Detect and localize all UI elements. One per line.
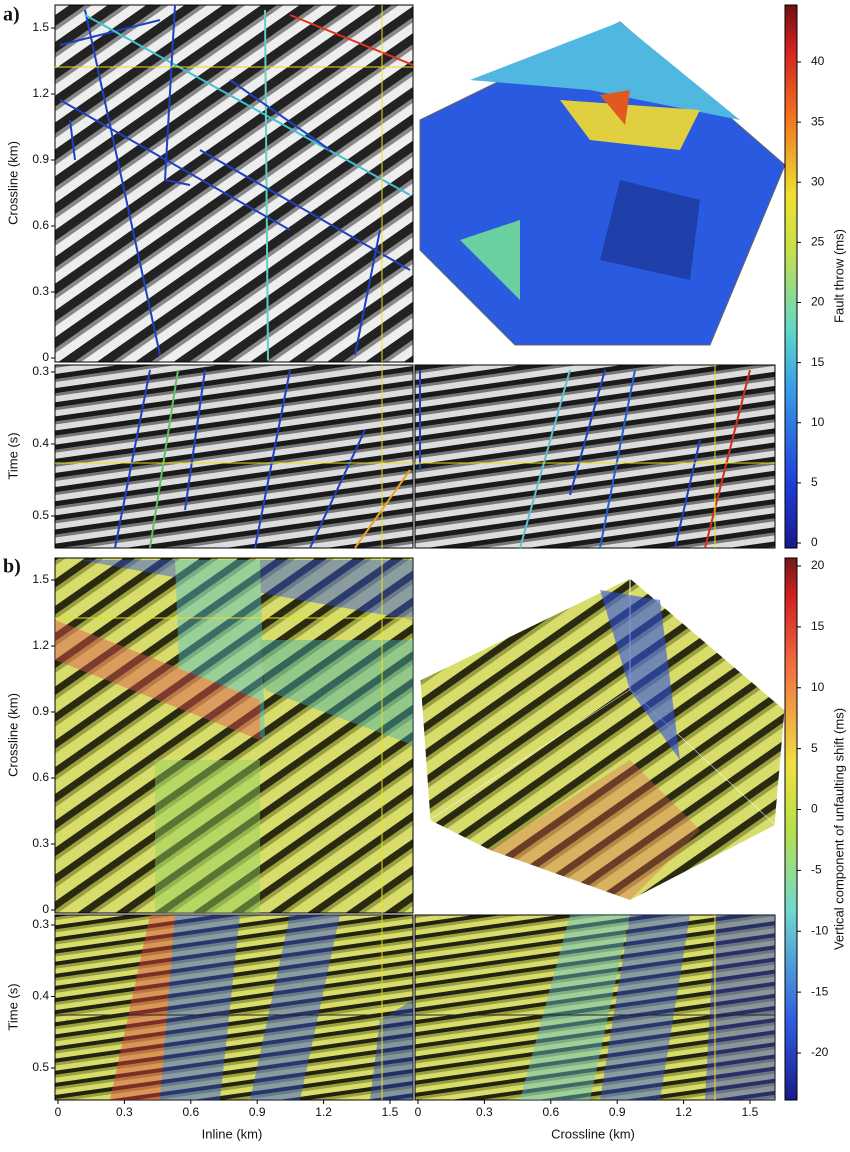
colorbar-tick-label: 30 [811, 174, 825, 188]
colorbar-tick-label: 20 [811, 558, 825, 572]
x-tick-label: 0.3 [116, 1105, 133, 1119]
slice-lines [55, 558, 775, 1100]
x-tick-label: 0.9 [609, 1105, 626, 1119]
y-tick-label: 0.3 [32, 364, 49, 378]
colorbar-tick-label: 0 [811, 535, 818, 549]
fault-traces [59, 4, 751, 549]
colorbar-tick-label: 25 [811, 235, 825, 249]
seismic-section [414, 364, 776, 549]
y-tick-label: 1.5 [32, 572, 49, 586]
seismic-map [54, 4, 414, 363]
y-tick-label: 0.9 [32, 152, 49, 166]
x-tick-label: 1.2 [315, 1105, 332, 1119]
y-tick-label: 1.5 [32, 20, 49, 34]
x-tick-label: 0.6 [542, 1105, 559, 1119]
x-tick-label: 0.3 [476, 1105, 493, 1119]
y-tick-label: 1.2 [32, 638, 49, 652]
colorbar-tick-label: 5 [811, 475, 818, 489]
colorbar [784, 557, 798, 1101]
shift-overlay [55, 560, 413, 913]
colorbar-label: Vertical component of unfaulting shift (… [831, 708, 846, 950]
y-tick-label: 0.4 [32, 989, 49, 1003]
x-tick-label: 0 [415, 1105, 422, 1119]
y-tick-label: 0.3 [32, 284, 49, 298]
x-axis-label: Crossline (km) [551, 1126, 635, 1141]
colorbar-tick-label: 20 [811, 295, 825, 309]
y-tick-label: 0 [42, 902, 49, 916]
colorbar [784, 4, 798, 549]
fault-volume-3d [419, 21, 786, 346]
colorbar-label: Fault throw (ms) [831, 229, 846, 323]
colorbar-tick-label: 5 [811, 741, 818, 755]
colorbar-tick-label: 40 [811, 54, 825, 68]
colorbar-tick-label: 10 [811, 415, 825, 429]
colorbar-tick-label: -15 [811, 984, 829, 998]
colorbar-tick-label: 10 [811, 680, 825, 694]
y-tick-label: 0 [42, 350, 49, 364]
y-tick-label: 0.3 [32, 917, 49, 931]
panel-label: a) [3, 4, 20, 26]
y-tick-label: 0.5 [32, 508, 49, 522]
y-axis-label: Crossline (km) [5, 693, 20, 777]
seismic-section [54, 364, 414, 549]
panel-label: b) [3, 556, 21, 578]
colorbar-tick-label: 15 [811, 355, 825, 369]
x-tick-label: 0.9 [249, 1105, 266, 1119]
x-tick-label: 0.6 [182, 1105, 199, 1119]
colorbar-tick-label: -10 [811, 923, 829, 937]
y-tick-label: 0.4 [32, 436, 49, 450]
colorbar-tick-label: 15 [811, 619, 825, 633]
colorbar-tick-label: -5 [811, 863, 822, 877]
y-tick-label: 0.5 [32, 1060, 49, 1074]
y-tick-label: 0.6 [32, 218, 49, 232]
unfaulted-map [54, 557, 414, 914]
slice-lines [55, 5, 775, 548]
y-tick-label: 0.9 [32, 704, 49, 718]
y-axis-label: Time (s) [5, 983, 20, 1030]
shift-overlay [110, 915, 775, 1100]
y-tick-label: 0.6 [32, 770, 49, 784]
x-tick-label: 1.5 [742, 1105, 759, 1119]
x-axis-label: Inline (km) [202, 1126, 263, 1141]
y-tick-label: 0.3 [32, 836, 49, 850]
unfaulted-volume-3d [419, 576, 786, 900]
x-tick-label: 1.2 [675, 1105, 692, 1119]
colorbar-tick-label: 35 [811, 114, 825, 128]
x-tick-label: 1.5 [382, 1105, 399, 1119]
x-tick-label: 0 [55, 1105, 62, 1119]
colorbar-tick-label: -20 [811, 1045, 829, 1059]
unfaulted-section [54, 914, 414, 1101]
colorbar-tick-label: 0 [811, 802, 818, 816]
y-axis-label: Time (s) [5, 432, 20, 479]
y-axis-label: Crossline (km) [5, 141, 20, 225]
y-tick-label: 1.2 [32, 86, 49, 100]
